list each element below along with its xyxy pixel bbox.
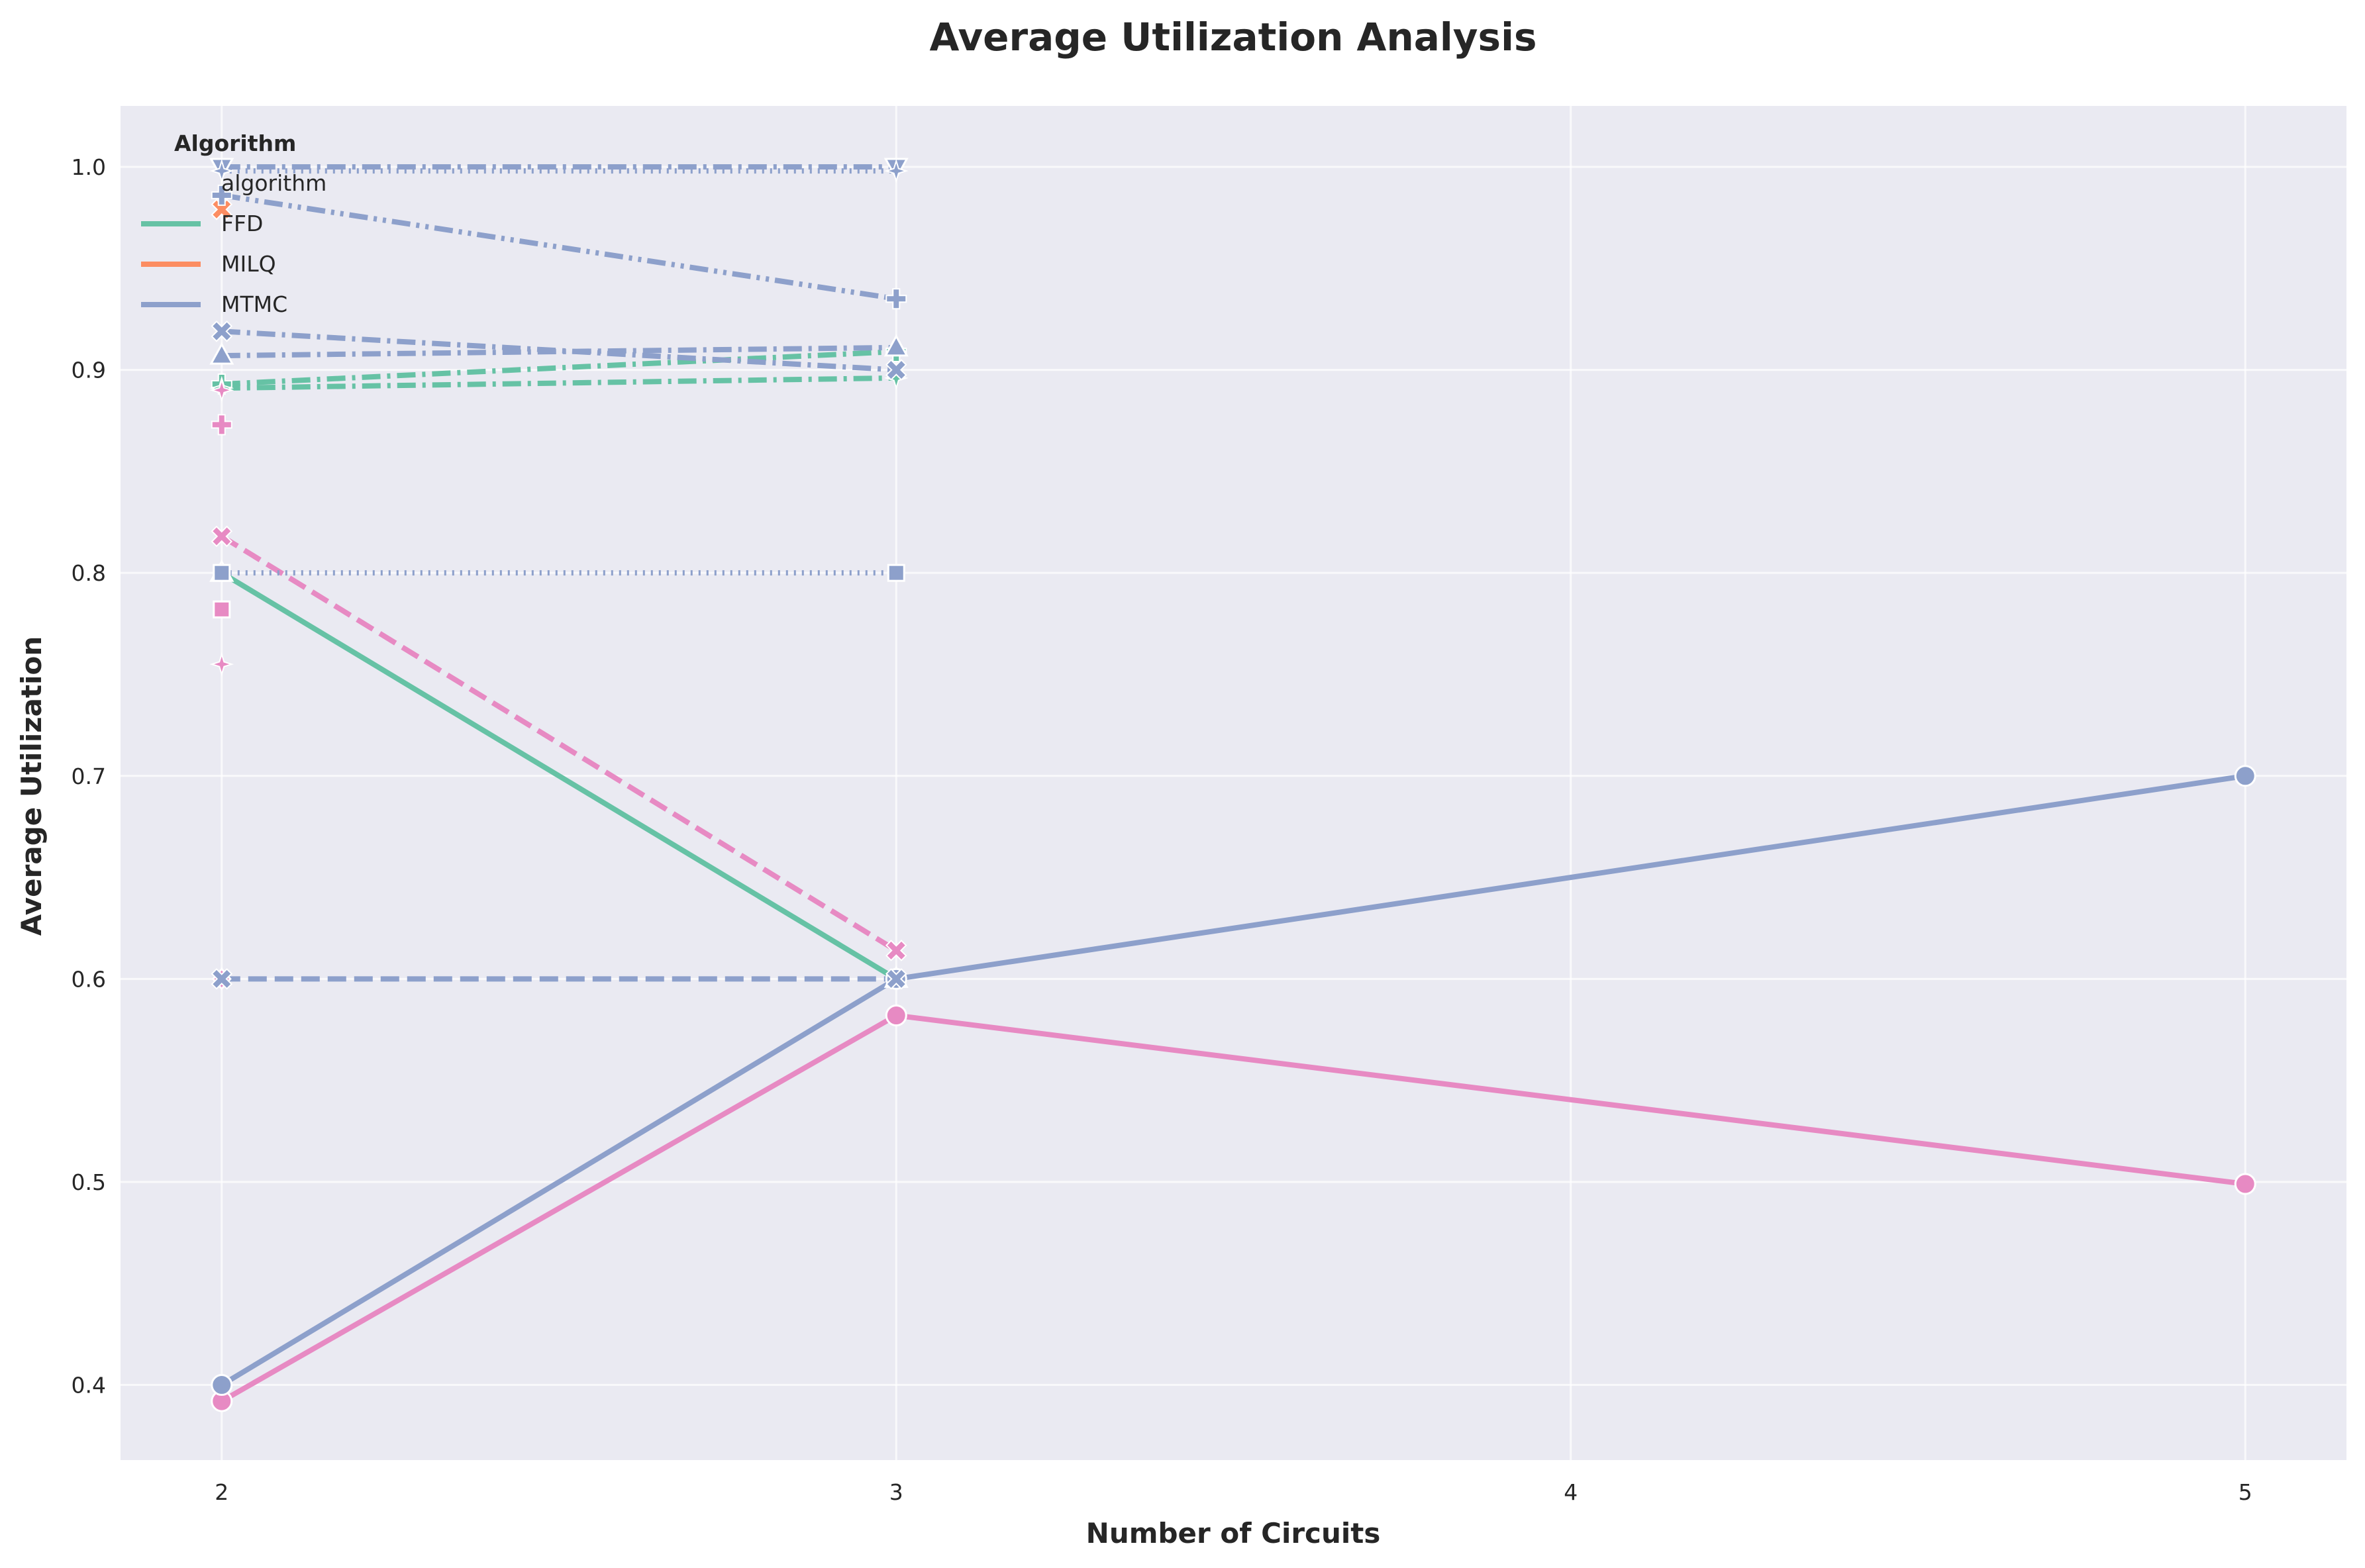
y-axis-label: Average Utilization [15,636,48,936]
data-point-marker [885,940,907,961]
x-tick-label: 2 [215,1479,228,1505]
data-point-marker [213,564,231,582]
data-point-marker [211,525,233,548]
data-point-marker [885,288,907,310]
data-point-marker [211,320,233,342]
x-tick-label: 5 [2239,1479,2252,1505]
data-point-marker [887,564,905,582]
data-point-marker [2234,765,2256,787]
marker-shape [211,199,233,220]
legend-header: algorithm [221,170,327,196]
data-point-marker [883,334,909,357]
data-point-marker [885,1004,907,1027]
series-line [221,375,897,391]
data-point-marker [2234,1173,2256,1195]
data-point-marker [211,414,232,436]
legend-title: Algorithm [174,130,296,156]
marker-shape [211,525,233,548]
data-point-marker [885,968,907,990]
y-tick-label: 0.6 [72,966,106,992]
data-point-marker [883,158,909,183]
data-point-marker [211,1374,233,1396]
marker-shape [211,968,233,990]
y-tick-label: 0.9 [72,358,106,383]
x-tick-label: 4 [1564,1479,1578,1505]
data-point-marker [211,199,233,220]
y-tick-label: 0.8 [72,560,106,586]
plot-area [121,106,2346,1460]
data-point-marker [209,158,234,183]
y-tick-label: 1.0 [72,154,106,180]
data-point-marker [885,359,907,381]
data-point-marker [213,600,231,618]
series-line [221,328,897,373]
series-line [221,344,897,359]
data-point-marker [211,968,233,990]
series-line [221,348,897,387]
x-tick-label: 3 [889,1479,903,1505]
series-line [220,570,898,981]
marker-shape [885,940,907,961]
legend-entry: FFD [221,211,263,236]
series-line [221,192,897,302]
y-tick-label: 0.7 [72,763,106,789]
data-point-marker [209,342,234,365]
y-tick-label: 0.5 [72,1169,106,1195]
legend-entry: MILQ [221,251,276,277]
x-axis-label: Number of Circuits [1086,1517,1381,1549]
data-point-marker [209,652,234,677]
data-point-marker [209,377,234,403]
chart-title: Average Utilization Analysis [930,15,1537,60]
data-point-marker [211,184,232,206]
legend-entry: MTMC [221,291,287,317]
marker-shape [885,359,907,381]
marker-shape [211,320,233,342]
marker-shape [885,968,907,990]
y-tick-label: 0.4 [72,1373,106,1398]
